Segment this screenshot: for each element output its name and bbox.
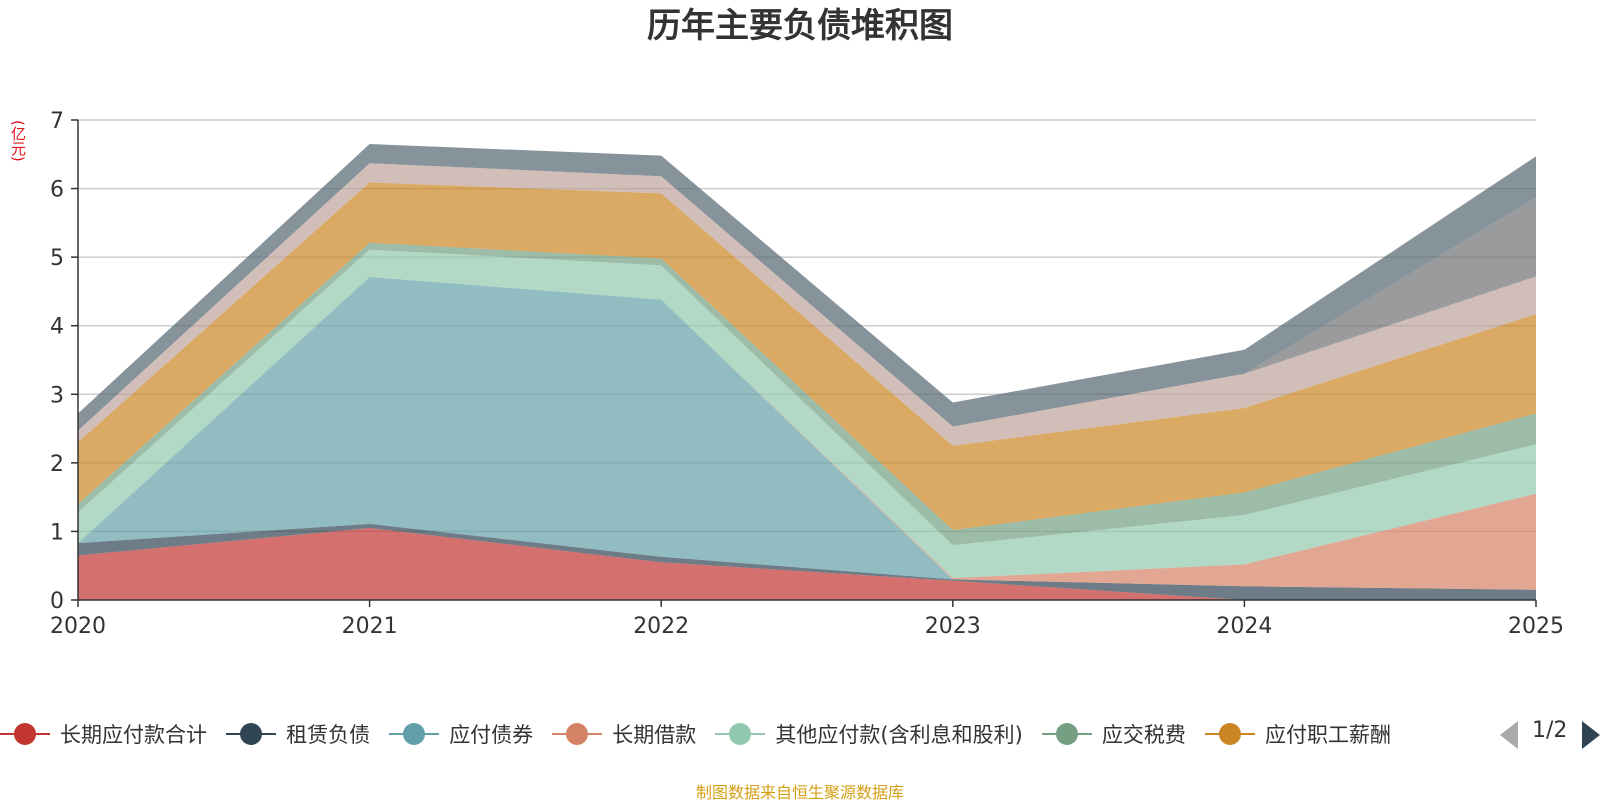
y-tick-label: 0 (50, 589, 64, 614)
legend-label: 长期借款 (612, 723, 697, 747)
y-axis-unit-label: (亿元) (9, 120, 27, 162)
chart-title: 历年主要负债堆积图 (647, 6, 953, 46)
x-tick-label: 2021 (342, 614, 398, 639)
legend-item[interactable]: 应付职工薪酬 (1204, 715, 1391, 753)
area-series (78, 528, 1536, 600)
legend-item[interactable]: 长期应付款合计 (0, 715, 207, 753)
area-series (78, 182, 1536, 531)
area-series (78, 163, 1536, 446)
legend-item[interactable]: 长期借款 (552, 715, 696, 753)
legend-item[interactable]: 租赁负债 (226, 715, 370, 753)
legend-item[interactable]: 应交税费 (1041, 715, 1186, 753)
y-tick-label: 7 (50, 109, 64, 134)
pager-prev-arrow-icon[interactable] (1500, 721, 1518, 749)
pager-page-indicator: 1/2 (1532, 718, 1568, 743)
legend-marker-icon (0, 721, 50, 747)
legend-marker-icon (389, 721, 440, 747)
legend-marker-icon (715, 721, 766, 747)
y-tick-label: 5 (50, 246, 64, 271)
legend-label: 应交税费 (1101, 723, 1186, 747)
series-areas (78, 144, 1536, 600)
y-tick-label: 3 (50, 383, 64, 408)
y-tick-label: 2 (50, 452, 64, 477)
legend-label: 应付职工薪酬 (1264, 723, 1391, 747)
legend-item[interactable]: 其他应付款(含利息和股利) (715, 715, 1023, 753)
legend-marker-icon (1041, 721, 1092, 747)
legend-label: 长期应付款合计 (60, 723, 207, 747)
pager-next-arrow-icon[interactable] (1582, 721, 1600, 749)
x-tick-label: 2025 (1508, 614, 1564, 639)
tick-labels: 0 1 2 3 4 5 6 7 2020 2021 2022 2023 2024 2025 (50, 109, 1564, 639)
x-tick-label: 2022 (633, 614, 689, 639)
legend-label: 其他应付款(含利息和股利) (775, 723, 1023, 747)
y-tick-label: 1 (50, 520, 64, 545)
x-tick-label: 2020 (50, 614, 106, 639)
legend-marker-icon (226, 721, 277, 747)
area-series (78, 523, 1536, 600)
x-tick-label: 2024 (1216, 614, 1272, 639)
legend-marker-icon (552, 721, 603, 747)
y-tick-label: 4 (50, 315, 64, 340)
legend-label: 租赁负债 (286, 723, 371, 747)
area-series (78, 249, 1536, 579)
axes (71, 119, 1537, 607)
data-source-note: 制图数据来自恒生聚源数据库 (695, 783, 904, 802)
x-tick-label: 2023 (925, 614, 981, 639)
y-tick-label: 6 (50, 178, 64, 203)
legend-pager: 1/2 (1500, 716, 1600, 752)
stacked-area-chart: 0 1 2 3 4 5 6 7 2020 2021 2022 2023 2024 2025 (50, 109, 1564, 639)
area-series (78, 277, 1536, 590)
legend: 长期应付款合计 租赁负债 应付债券 长期借款 其他应付款(含利息和股利) 应交税… (0, 715, 1490, 755)
legend-item[interactable]: 应付债券 (389, 715, 533, 753)
legend-marker-icon (1204, 721, 1255, 747)
area-series (78, 277, 1536, 590)
legend-label: 应付债券 (449, 723, 534, 747)
area-series (78, 144, 1536, 431)
